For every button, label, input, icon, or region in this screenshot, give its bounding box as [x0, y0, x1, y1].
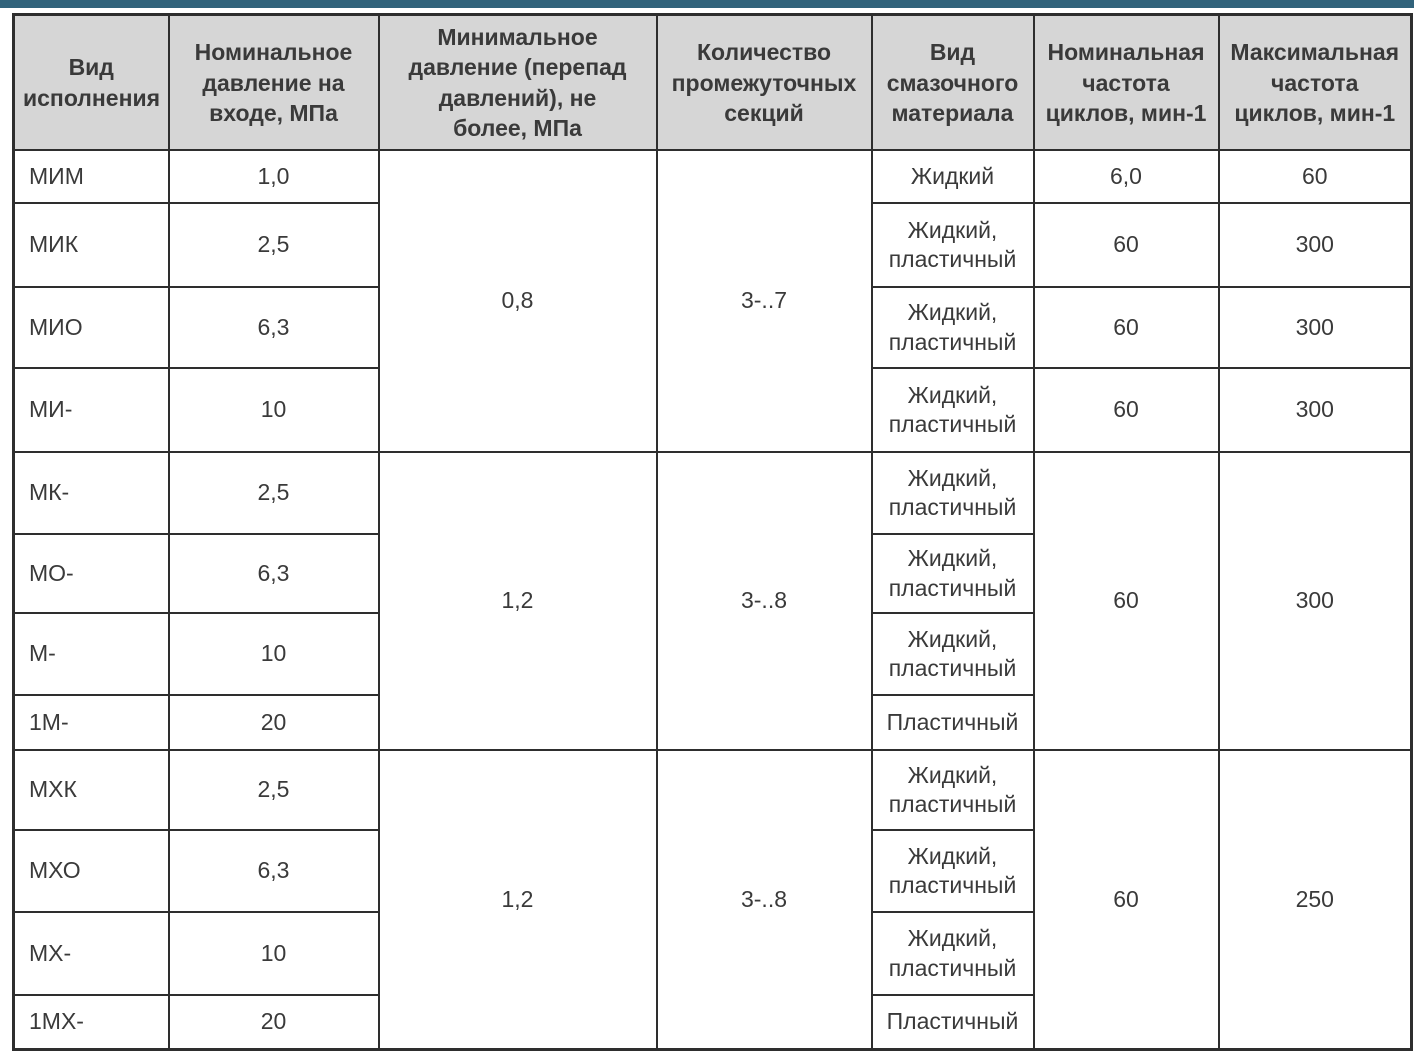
inlet-pressure-cell: 2,5 — [167, 202, 380, 289]
lubricant-type-cell: Пластичный — [870, 994, 1035, 1051]
execution-type-cell: М- — [12, 612, 170, 697]
nominal-frequency-cell: 60 — [1032, 286, 1220, 370]
inlet-pressure-cell: 6,3 — [167, 829, 380, 914]
header-lubricant-type: Вид смазочного материала — [870, 13, 1035, 152]
table-row: МХО 6,3 Жидкий, пластичный — [12, 829, 1412, 914]
table-row: МК- 2,5 1,2 3-..8 Жидкий, пластичный 60 … — [12, 451, 1413, 752]
nominal-frequency-cell: 60 — [1032, 202, 1220, 289]
execution-type-cell: МИ- — [12, 367, 170, 454]
nominal-frequency-cell: 60 — [1032, 367, 1220, 454]
max-frequency-cell: 300 — [1217, 451, 1413, 752]
header-inlet-pressure: Номинальное давление на входе, МПа — [167, 13, 380, 152]
execution-type-cell: МО- — [12, 533, 170, 615]
max-frequency-cell: 300 — [1217, 286, 1413, 370]
execution-type-cell: 1МХ- — [12, 994, 170, 1051]
lubricant-type-cell: Жидкий, пластичный — [870, 749, 1035, 832]
min-pressure-cell: 1,2 — [377, 451, 658, 752]
table-row: МИМ 1,0 0,8 3-..7 Жидкий 6,0 60 — [12, 149, 1413, 454]
sections-count-cell: 3-..8 — [655, 451, 873, 752]
sections-count-cell: 3-..7 — [655, 149, 873, 454]
min-pressure-cell: 1,2 — [377, 749, 658, 1051]
execution-type-cell: МК- — [12, 451, 170, 536]
inlet-pressure-cell: 10 — [167, 911, 380, 997]
lubricant-type-cell: Жидкий, пластичный — [870, 533, 1035, 615]
lubricant-type-cell: Пластичный — [870, 694, 1035, 752]
inlet-pressure-cell: 2,5 — [167, 451, 380, 536]
inlet-pressure-cell: 10 — [167, 367, 380, 454]
lubricant-type-cell: Жидкий, пластичный — [870, 202, 1035, 289]
lubricant-type-cell: Жидкий, пластичный — [870, 612, 1035, 697]
inlet-pressure-cell: 20 — [167, 994, 380, 1051]
table-row: М- 10 Жидкий, пластичный — [12, 612, 1412, 697]
top-accent-bar — [0, 0, 1414, 8]
table-row: МХ- 10 Жидкий, пластичный — [12, 911, 1412, 997]
lubricant-type-cell: Жидкий, пластичный — [870, 367, 1035, 454]
table-row: МИК 2,5 Жидкий, пластичный 60 300 — [12, 202, 1413, 289]
max-frequency-cell: 300 — [1217, 202, 1413, 289]
lubricant-type-cell: Жидкий, пластичный — [870, 286, 1035, 370]
lubricant-type-cell: Жидкий — [870, 149, 1035, 205]
lubricant-type-cell: Жидкий, пластичный — [870, 911, 1035, 997]
table-row: МХК 2,5 1,2 3-..8 Жидкий, пластичный 60 … — [12, 749, 1413, 1051]
execution-type-cell: МИМ — [12, 149, 170, 205]
execution-type-cell: МХО — [12, 829, 170, 914]
table-row: МО- 6,3 Жидкий, пластичный — [12, 533, 1412, 615]
execution-type-cell: МИК — [12, 202, 170, 289]
table-container: Вид исполнения Номинальное давление на в… — [12, 13, 1414, 1051]
execution-type-cell: МИО — [12, 286, 170, 370]
header-execution-type: Вид исполнения — [12, 13, 170, 152]
execution-type-cell: 1М- — [12, 694, 170, 752]
inlet-pressure-cell: 2,5 — [167, 749, 380, 832]
header-max-frequency: Максимальная частота циклов, мин-1 — [1217, 13, 1413, 152]
execution-type-cell: МХ- — [12, 911, 170, 997]
pump-spec-table: Вид исполнения Номинальное давление на в… — [12, 13, 1413, 1051]
table-row: МИ- 10 Жидкий, пластичный 60 300 — [12, 367, 1413, 454]
lubricant-type-cell: Жидкий, пластичный — [870, 451, 1035, 536]
header-min-pressure: Минимальное давление (перепад давлений),… — [377, 13, 658, 152]
lubricant-type-cell: Жидкий, пластичный — [870, 829, 1035, 914]
header-nominal-frequency: Номинальная частота циклов, мин-1 — [1032, 13, 1220, 152]
max-frequency-cell: 250 — [1217, 749, 1413, 1051]
inlet-pressure-cell: 10 — [167, 612, 380, 697]
min-pressure-cell: 0,8 — [377, 149, 658, 454]
nominal-frequency-cell: 6,0 — [1032, 149, 1220, 205]
table-row: 1М- 20 Пластичный — [12, 694, 1412, 752]
max-frequency-cell: 300 — [1217, 367, 1413, 454]
sections-count-cell: 3-..8 — [655, 749, 873, 1051]
header-row: Вид исполнения Номинальное давление на в… — [12, 13, 1413, 152]
table-row: МИО 6,3 Жидкий, пластичный 60 300 — [12, 286, 1413, 370]
nominal-frequency-cell: 60 — [1032, 451, 1220, 752]
header-sections-count: Количество промежуточных секций — [655, 13, 873, 152]
inlet-pressure-cell: 20 — [167, 694, 380, 752]
max-frequency-cell: 60 — [1217, 149, 1413, 205]
inlet-pressure-cell: 1,0 — [167, 149, 380, 205]
inlet-pressure-cell: 6,3 — [167, 286, 380, 370]
nominal-frequency-cell: 60 — [1032, 749, 1220, 1051]
inlet-pressure-cell: 6,3 — [167, 533, 380, 615]
execution-type-cell: МХК — [12, 749, 170, 832]
